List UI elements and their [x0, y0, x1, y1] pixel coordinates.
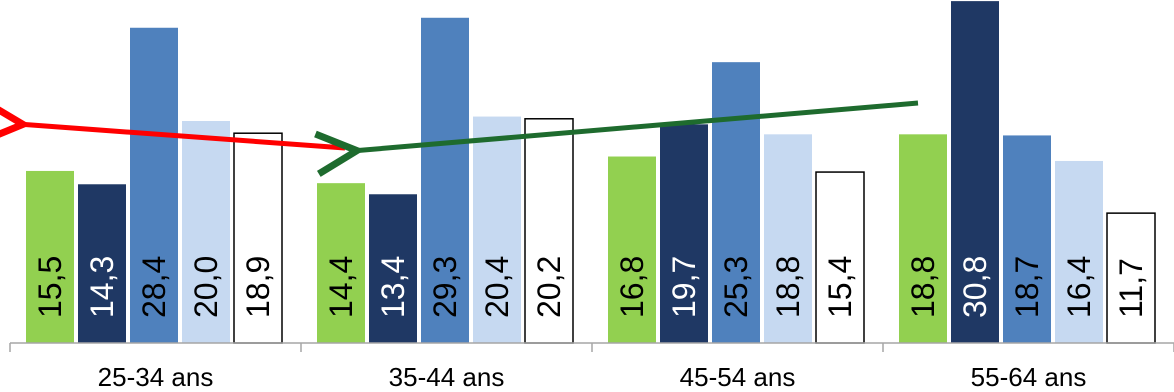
data-label: 14,3: [84, 256, 120, 318]
annotation-arrows: [18, 100, 919, 151]
data-label: 18,7: [1009, 256, 1045, 318]
data-label: 16,8: [614, 256, 650, 318]
bar-45-54-ans-s3: [712, 62, 760, 344]
data-label: 11,7: [1113, 258, 1149, 318]
bar-45-54-ans-s1: [608, 156, 656, 343]
data-label: 25,3: [718, 256, 754, 318]
bar-25-34-ans-s2: [78, 184, 126, 343]
category-label: 25-34 ans: [98, 362, 214, 392]
red-arrow: [18, 124, 346, 151]
bar-55-64-ans-s3: [1003, 135, 1051, 343]
bar-45-54-ans-s4: [764, 134, 812, 343]
data-label: 18,8: [905, 256, 941, 318]
bar-35-44-ans-s2: [369, 194, 417, 343]
category-label: 55-64 ans: [971, 362, 1087, 392]
data-label: 15,4: [822, 256, 858, 318]
data-label: 14,4: [323, 256, 359, 318]
bar-25-34-ans-s3: [130, 27, 178, 343]
data-label: 13,4: [375, 256, 411, 318]
bar-55-64-ans-s4: [1055, 160, 1103, 343]
bar-25-34-ans-s5: [233, 132, 283, 344]
data-label: 15,5: [32, 256, 68, 318]
data-label: 29,3: [427, 256, 463, 318]
bar-35-44-ans-s4: [473, 116, 521, 343]
data-label: 20,0: [188, 256, 224, 318]
bar-55-64-ans-s5: [1106, 212, 1156, 344]
bar-35-44-ans-s5: [524, 118, 574, 344]
bar-25-34-ans-s4: [182, 121, 230, 343]
bar-45-54-ans-s5: [815, 171, 865, 344]
bar-25-34-ans-s1: [26, 170, 74, 343]
data-labels-layer: 15,5 14,3 28,4 20,0 18,9 14,4 13,4 29,3 20,4 20,2…: [32, 256, 1149, 318]
data-label: 20,2: [531, 256, 567, 318]
data-label: 18,9: [240, 256, 276, 318]
bars-layer: [26, 1, 1156, 344]
data-label: 19,7: [666, 256, 702, 318]
data-label: 28,4: [136, 256, 172, 318]
bar-55-64-ans-s1: [899, 134, 947, 343]
x-axis: 25-34 ans 35-44 ans 45-54 ans 55-64 ans: [9, 342, 1174, 392]
bar-35-44-ans-s1: [317, 183, 365, 343]
bar-35-44-ans-s3: [421, 17, 469, 344]
data-label: 30,8: [957, 256, 993, 318]
bar-45-54-ans-s2: [660, 124, 708, 343]
data-label: 16,4: [1061, 256, 1097, 318]
green-arrow: [352, 100, 919, 151]
category-label: 35-44 ans: [389, 362, 505, 392]
category-label: 45-54 ans: [680, 362, 796, 392]
data-label: 18,8: [770, 256, 806, 318]
bar-55-64-ans-s2: [951, 1, 999, 344]
data-label: 20,4: [479, 256, 515, 318]
